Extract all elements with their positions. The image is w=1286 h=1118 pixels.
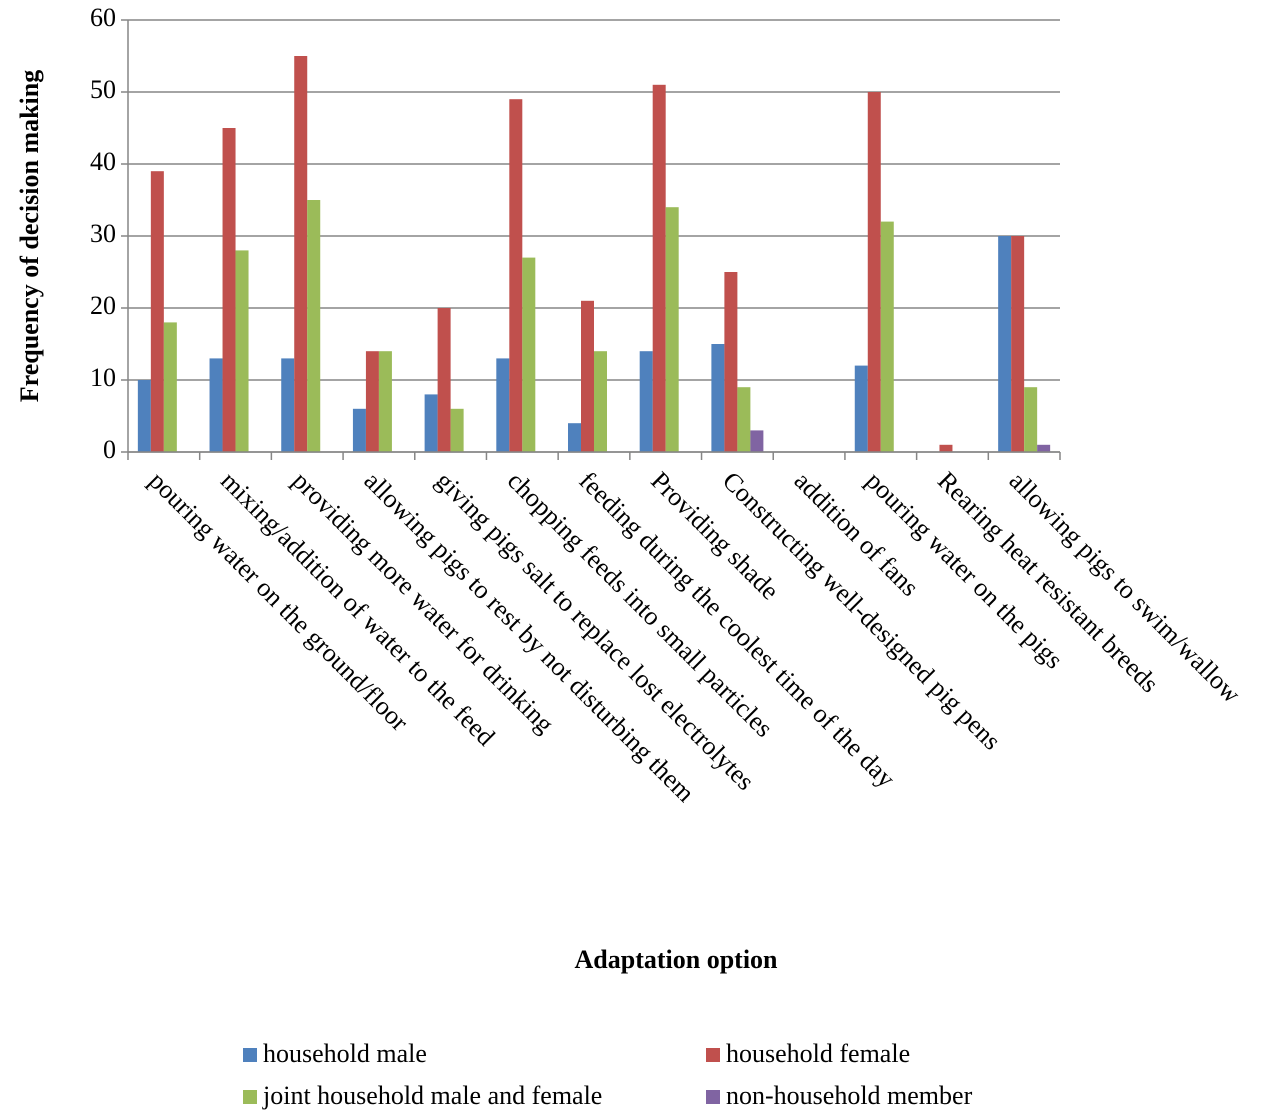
- bar: [235, 250, 249, 452]
- x-tick-label: pouring water on the ground/floor: [143, 466, 414, 737]
- y-tick-label: 40: [90, 147, 116, 176]
- legend-swatch: [706, 1048, 720, 1062]
- bar: [163, 322, 177, 452]
- bar: [365, 351, 379, 452]
- bar: [281, 358, 295, 452]
- bar: [724, 272, 738, 452]
- x-axis-title: Adaptation option: [575, 945, 779, 974]
- y-axis-title: Frequency of decision making: [15, 70, 44, 402]
- y-tick-label: 30: [90, 219, 116, 248]
- bar: [568, 423, 581, 452]
- bar: [711, 344, 725, 452]
- bar: [137, 380, 151, 452]
- y-tick-label: 20: [90, 291, 116, 320]
- bar: [639, 351, 653, 452]
- bar: [750, 430, 764, 452]
- x-tick-label: Providing shade: [645, 466, 784, 605]
- bar: [581, 300, 594, 452]
- bar: [652, 84, 666, 453]
- bar: [437, 308, 451, 452]
- bar: [1024, 387, 1038, 452]
- legend-swatch: [243, 1090, 257, 1104]
- bar: [880, 221, 894, 452]
- bar: [737, 387, 751, 452]
- bar: [665, 207, 679, 452]
- x-tick-label: addition of fans: [789, 466, 925, 602]
- bar: [522, 257, 536, 452]
- y-tick-label: 60: [90, 3, 116, 32]
- bar: [1037, 444, 1051, 452]
- bar: [307, 200, 321, 452]
- legend-swatch: [706, 1090, 720, 1104]
- x-tick-label: allowing pigs to rest by not disturbing …: [358, 466, 700, 808]
- legend-label: household female: [726, 1039, 910, 1068]
- bar: [496, 358, 510, 452]
- bar: [424, 394, 438, 452]
- y-tick-label: 10: [90, 363, 116, 392]
- y-tick-label: 0: [103, 435, 116, 464]
- bar: [509, 99, 523, 452]
- legend-swatch: [243, 1048, 257, 1062]
- bar: [222, 128, 236, 452]
- legend-label: joint household male and female: [262, 1081, 602, 1110]
- bar: [150, 171, 164, 452]
- bar: [352, 408, 366, 452]
- bar: [854, 365, 868, 452]
- x-tick-label: providing more water for drinking: [287, 466, 560, 739]
- bar: [594, 351, 607, 452]
- bar: [998, 236, 1012, 452]
- bar: [1011, 236, 1025, 452]
- bar: [294, 56, 308, 452]
- bar: [378, 351, 392, 452]
- bar: [867, 92, 881, 452]
- bar: [209, 358, 223, 452]
- legend-label: household male: [263, 1039, 427, 1068]
- y-tick-label: 50: [90, 75, 116, 104]
- bar: [450, 408, 464, 452]
- legend-label: non-household member: [726, 1081, 973, 1110]
- bar: [939, 444, 953, 452]
